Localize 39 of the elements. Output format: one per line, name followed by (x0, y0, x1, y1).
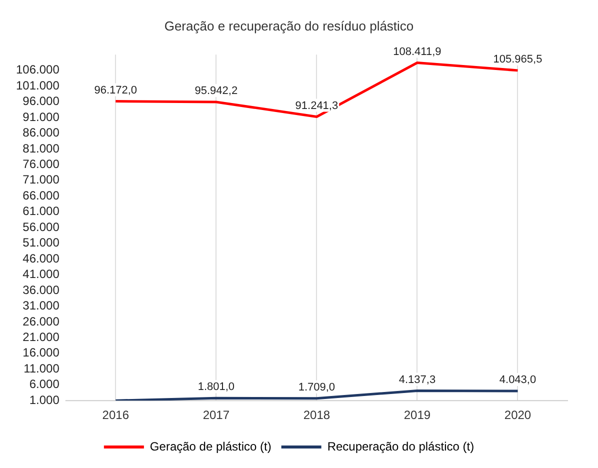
y-tick-label: 26.000 (22, 314, 60, 328)
data-label: 95.942,2 (194, 84, 238, 97)
y-tick-label: 81.000 (22, 141, 60, 156)
y-tick-label: 66.000 (22, 188, 60, 202)
y-tick-label: 11.000 (24, 361, 60, 376)
y-tick-label: 61.000 (22, 204, 60, 218)
data-label: 1.801,0 (198, 381, 235, 394)
data-label: 91.241,3 (295, 100, 338, 112)
y-tick-label: 46.000 (22, 251, 60, 266)
data-label: 4.043,0 (499, 374, 536, 386)
data-label: 4.137,3 (398, 374, 436, 386)
legend-label: Geração de plástico (t) (150, 439, 272, 454)
y-tick-label: 36.000 (22, 282, 60, 297)
y-tick-label: 21.000 (22, 330, 60, 344)
y-tick-label: 91.000 (22, 110, 60, 124)
data-label: 108.411,9 (393, 46, 442, 58)
data-label: 1.709,0 (298, 381, 336, 394)
y-tick-label: 51.000 (22, 236, 60, 250)
y-tick-label: 101.000 (16, 78, 60, 92)
y-tick-label: 71.000 (22, 172, 60, 187)
y-tick-label: 1.000 (29, 392, 60, 407)
x-tick-label: 2019 (404, 408, 431, 422)
y-tick-label: 96.000 (22, 94, 60, 108)
x-tick-label: 2018 (303, 408, 330, 422)
y-tick-label: 31.000 (22, 298, 60, 313)
y-tick-label: 86.000 (22, 126, 60, 140)
legend-label: Recuperação do plástico (t) (327, 439, 474, 454)
x-tick-label: 2020 (504, 408, 532, 422)
y-tick-label: 106.000 (16, 62, 60, 77)
data-label: 105.965,5 (493, 53, 542, 66)
x-tick-label: 2016 (102, 408, 130, 422)
data-label: 96.172,0 (94, 84, 138, 96)
chart-title: Geração e recuperação do resíduo plástico (164, 18, 414, 34)
y-tick-label: 76.000 (22, 157, 60, 172)
y-tick-label: 6.000 (29, 377, 60, 392)
x-tick-label: 2017 (202, 408, 230, 422)
y-tick-label: 16.000 (22, 346, 60, 360)
y-tick-label: 41.000 (22, 267, 60, 282)
y-tick-label: 56.000 (22, 220, 60, 234)
